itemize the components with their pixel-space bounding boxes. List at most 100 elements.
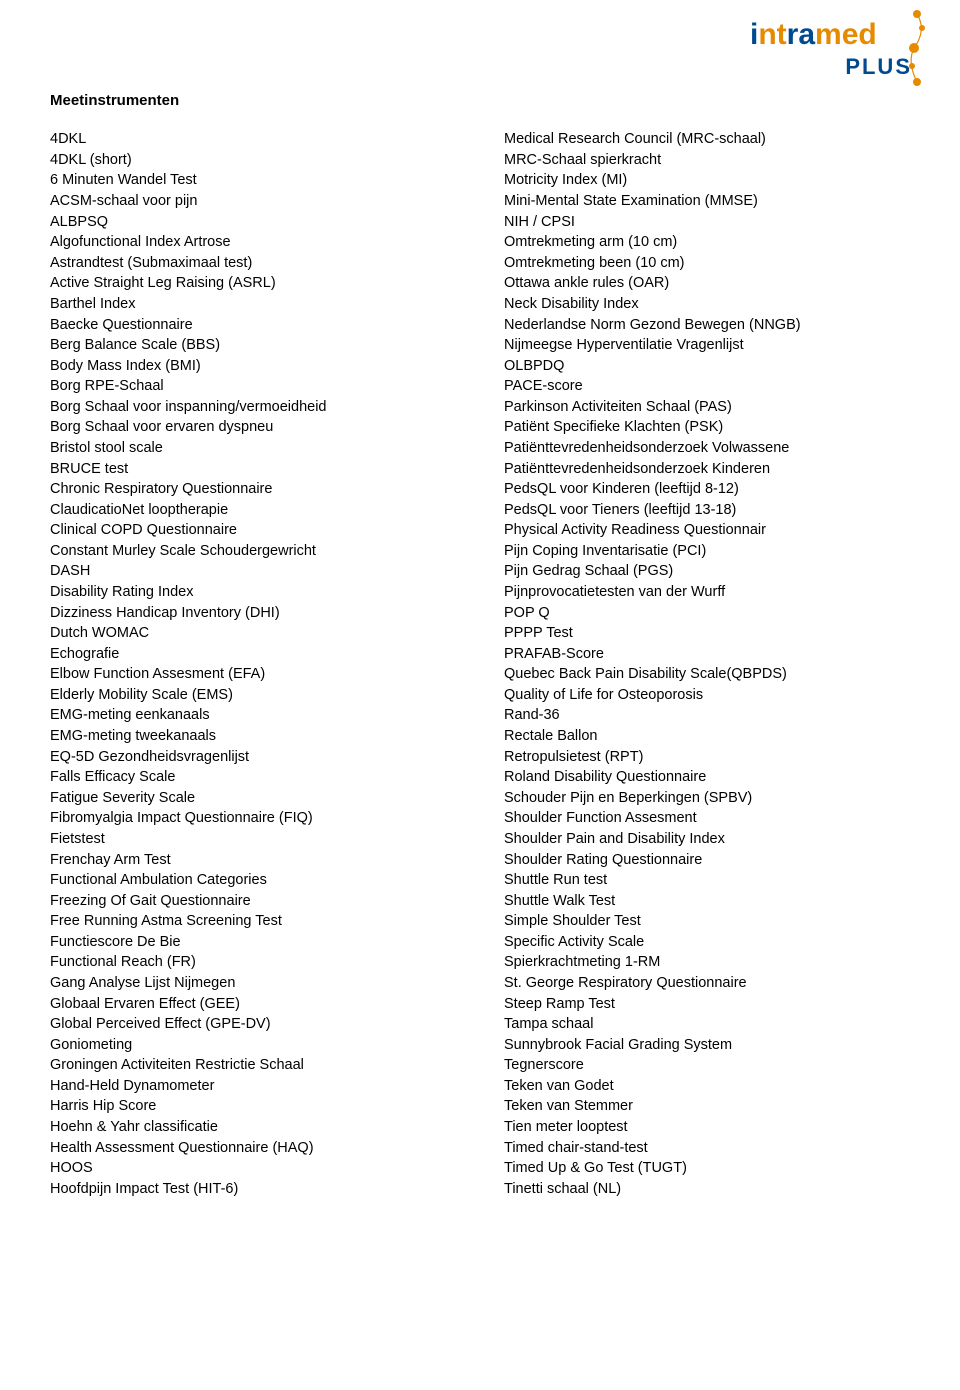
list-item: Shoulder Function Assesment xyxy=(504,808,910,829)
list-item: Falls Efficacy Scale xyxy=(50,767,456,788)
list-item: Quebec Back Pain Disability Scale(QBPDS) xyxy=(504,664,910,685)
list-item: EQ-5D Gezondheidsvragenlijst xyxy=(50,747,456,768)
list-item: PACE-score xyxy=(504,376,910,397)
list-item: Shoulder Pain and Disability Index xyxy=(504,829,910,850)
list-item: Pijn Gedrag Schaal (PGS) xyxy=(504,561,910,582)
list-item: Fietstest xyxy=(50,829,456,850)
list-item: Parkinson Activiteiten Schaal (PAS) xyxy=(504,397,910,418)
list-item: Roland Disability Questionnaire xyxy=(504,767,910,788)
list-item: PPPP Test xyxy=(504,623,910,644)
list-item: Borg RPE-Schaal xyxy=(50,376,456,397)
list-item: Active Straight Leg Raising (ASRL) xyxy=(50,273,456,294)
list-item: PRAFAB-Score xyxy=(504,644,910,665)
list-item: Nederlandse Norm Gezond Bewegen (NNGB) xyxy=(504,315,910,336)
list-item: Berg Balance Scale (BBS) xyxy=(50,335,456,356)
list-item: EMG-meting tweekanaals xyxy=(50,726,456,747)
list-item: PedsQL voor Kinderen (leeftijd 8-12) xyxy=(504,479,910,500)
list-item: Clinical COPD Questionnaire xyxy=(50,520,456,541)
list-item: Quality of Life for Osteoporosis xyxy=(504,685,910,706)
list-item: Algofunctional Index Artrose xyxy=(50,232,456,253)
list-item: Medical Research Council (MRC-schaal) xyxy=(504,129,910,150)
list-item: Dizziness Handicap Inventory (DHI) xyxy=(50,603,456,624)
list-item: Barthel Index xyxy=(50,294,456,315)
list-item: Tien meter looptest xyxy=(504,1117,910,1138)
list-item: ALBPSQ xyxy=(50,212,456,233)
list-item: ClaudicatioNet looptherapie xyxy=(50,500,456,521)
list-item: ACSM-schaal voor pijn xyxy=(50,191,456,212)
list-item: Shuttle Run test xyxy=(504,870,910,891)
list-item: Pijn Coping Inventarisatie (PCI) xyxy=(504,541,910,562)
list-item: Astrandtest (Submaximaal test) xyxy=(50,253,456,274)
list-item: Chronic Respiratory Questionnaire xyxy=(50,479,456,500)
list-item: Hoofdpijn Impact Test (HIT-6) xyxy=(50,1179,456,1200)
list-item: Tampa schaal xyxy=(504,1014,910,1035)
list-item: Body Mass Index (BMI) xyxy=(50,356,456,377)
list-item: Goniometing xyxy=(50,1035,456,1056)
list-item: NIH / CPSI xyxy=(504,212,910,233)
list-item: Harris Hip Score xyxy=(50,1096,456,1117)
list-item: Elbow Function Assesment (EFA) xyxy=(50,664,456,685)
list-item: Tegnerscore xyxy=(504,1055,910,1076)
list-item: Health Assessment Questionnaire (HAQ) xyxy=(50,1138,456,1159)
list-item: Omtrekmeting been (10 cm) xyxy=(504,253,910,274)
list-item: Schouder Pijn en Beperkingen (SPBV) xyxy=(504,788,910,809)
list-item: Nijmeegse Hyperventilatie Vragenlijst xyxy=(504,335,910,356)
brand-logo: intramed PLUS xyxy=(750,14,930,94)
list-item: Timed chair-stand-test xyxy=(504,1138,910,1159)
list-item: Borg Schaal voor inspanning/vermoeidheid xyxy=(50,397,456,418)
list-item: Free Running Astma Screening Test xyxy=(50,911,456,932)
list-item: Global Perceived Effect (GPE-DV) xyxy=(50,1014,456,1035)
list-item: Disability Rating Index xyxy=(50,582,456,603)
list-item: Baecke Questionnaire xyxy=(50,315,456,336)
list-item: Physical Activity Readiness Questionnair xyxy=(504,520,910,541)
list-item: PedsQL voor Tieners (leeftijd 13-18) xyxy=(504,500,910,521)
list-item: Hand-Held Dynamometer xyxy=(50,1076,456,1097)
list-item: Rectale Ballon xyxy=(504,726,910,747)
list-item: 4DKL (short) xyxy=(50,150,456,171)
list-item: Frenchay Arm Test xyxy=(50,850,456,871)
list-item: Patiënttevredenheidsonderzoek Volwassene xyxy=(504,438,910,459)
list-item: HOOS xyxy=(50,1158,456,1179)
list-item: Shoulder Rating Questionnaire xyxy=(504,850,910,871)
list-item: Groningen Activiteiten Restrictie Schaal xyxy=(50,1055,456,1076)
list-item: Motricity Index (MI) xyxy=(504,170,910,191)
list-item: Functional Ambulation Categories xyxy=(50,870,456,891)
list-item: St. George Respiratory Questionnaire xyxy=(504,973,910,994)
list-item: Shuttle Walk Test xyxy=(504,891,910,912)
list-item: Mini-Mental State Examination (MMSE) xyxy=(504,191,910,212)
list-item: Borg Schaal voor ervaren dyspneu xyxy=(50,417,456,438)
list-item: Simple Shoulder Test xyxy=(504,911,910,932)
list-item: Tinetti schaal (NL) xyxy=(504,1179,910,1200)
list-item: Bristol stool scale xyxy=(50,438,456,459)
list-item: Gang Analyse Lijst Nijmegen xyxy=(50,973,456,994)
logo-dots-icon xyxy=(902,10,932,88)
list-item: Elderly Mobility Scale (EMS) xyxy=(50,685,456,706)
list-item: Specific Activity Scale xyxy=(504,932,910,953)
list-item: Spierkrachtmeting 1-RM xyxy=(504,952,910,973)
list-item: OLBPDQ xyxy=(504,356,910,377)
list-item: Dutch WOMAC xyxy=(50,623,456,644)
list-item: Patiënttevredenheidsonderzoek Kinderen xyxy=(504,459,910,480)
list-item: Teken van Stemmer xyxy=(504,1096,910,1117)
list-item: 4DKL xyxy=(50,129,456,150)
list-item: POP Q xyxy=(504,603,910,624)
list-item: Fatigue Severity Scale xyxy=(50,788,456,809)
list-item: Timed Up & Go Test (TUGT) xyxy=(504,1158,910,1179)
instrument-columns: 4DKL4DKL (short)6 Minuten Wandel TestACS… xyxy=(50,129,910,1199)
list-item: BRUCE test xyxy=(50,459,456,480)
list-item: Globaal Ervaren Effect (GEE) xyxy=(50,994,456,1015)
list-item: Rand-36 xyxy=(504,705,910,726)
list-item: Echografie xyxy=(50,644,456,665)
right-column: Medical Research Council (MRC-schaal)MRC… xyxy=(504,129,910,1199)
list-item: Functiescore De Bie xyxy=(50,932,456,953)
list-item: MRC-Schaal spierkracht xyxy=(504,150,910,171)
list-item: Constant Murley Scale Schoudergewricht xyxy=(50,541,456,562)
list-item: Retropulsietest (RPT) xyxy=(504,747,910,768)
list-item: Pijnprovocatietesten van der Wurff xyxy=(504,582,910,603)
list-item: Freezing Of Gait Questionnaire xyxy=(50,891,456,912)
list-item: Teken van Godet xyxy=(504,1076,910,1097)
list-item: Neck Disability Index xyxy=(504,294,910,315)
list-item: Omtrekmeting arm (10 cm) xyxy=(504,232,910,253)
list-item: Functional Reach (FR) xyxy=(50,952,456,973)
list-item: Fibromyalgia Impact Questionnaire (FIQ) xyxy=(50,808,456,829)
